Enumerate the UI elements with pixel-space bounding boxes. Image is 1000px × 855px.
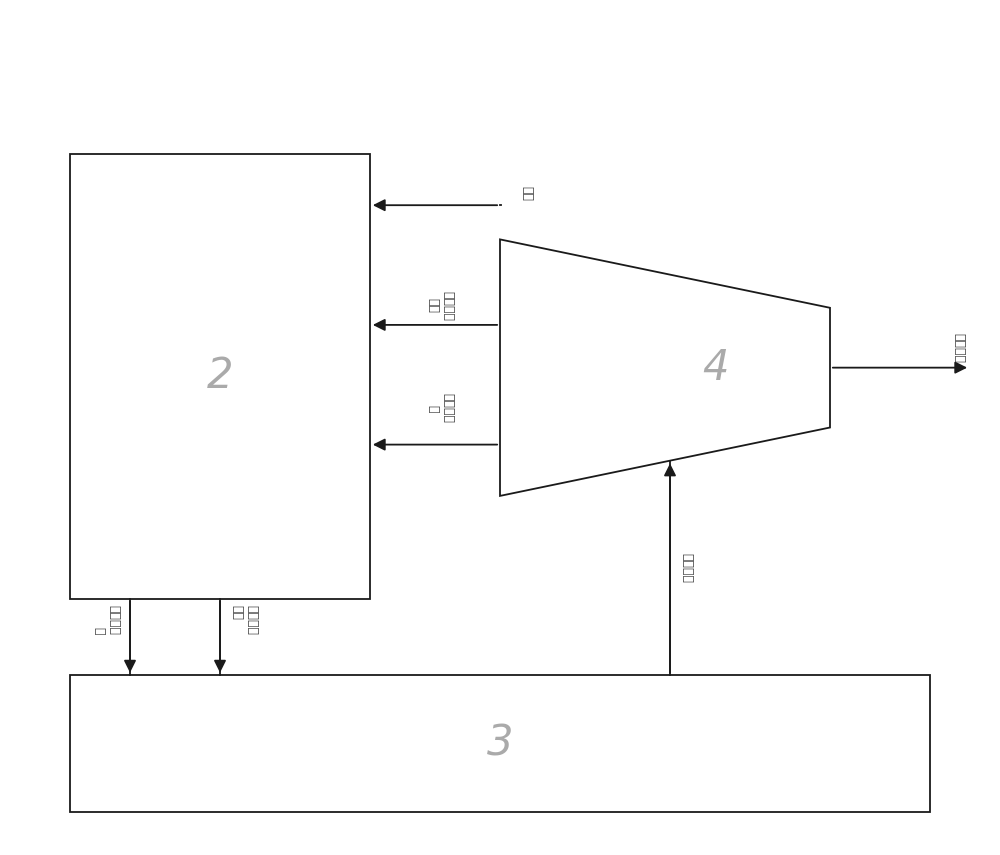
Bar: [70, 675, 930, 812]
Text: 燃气渗透
气体: 燃气渗透 气体: [426, 291, 454, 321]
Bar: [70, 154, 370, 598]
Text: 3: 3: [487, 722, 513, 765]
Text: 火柴渗透
气: 火柴渗透 气: [426, 393, 454, 423]
Text: 燃气: 燃气: [520, 186, 533, 201]
Text: 4: 4: [702, 346, 728, 389]
Text: 原料发热
剂: 原料发热 剂: [92, 604, 120, 635]
Text: 燃材渗透
气体: 燃材渗透 气体: [230, 604, 258, 635]
Polygon shape: [500, 239, 830, 496]
Text: 合成气体: 合成气体: [952, 333, 965, 363]
Text: 弹性气体: 弹性气体: [680, 553, 693, 583]
Text: 2: 2: [207, 355, 233, 398]
